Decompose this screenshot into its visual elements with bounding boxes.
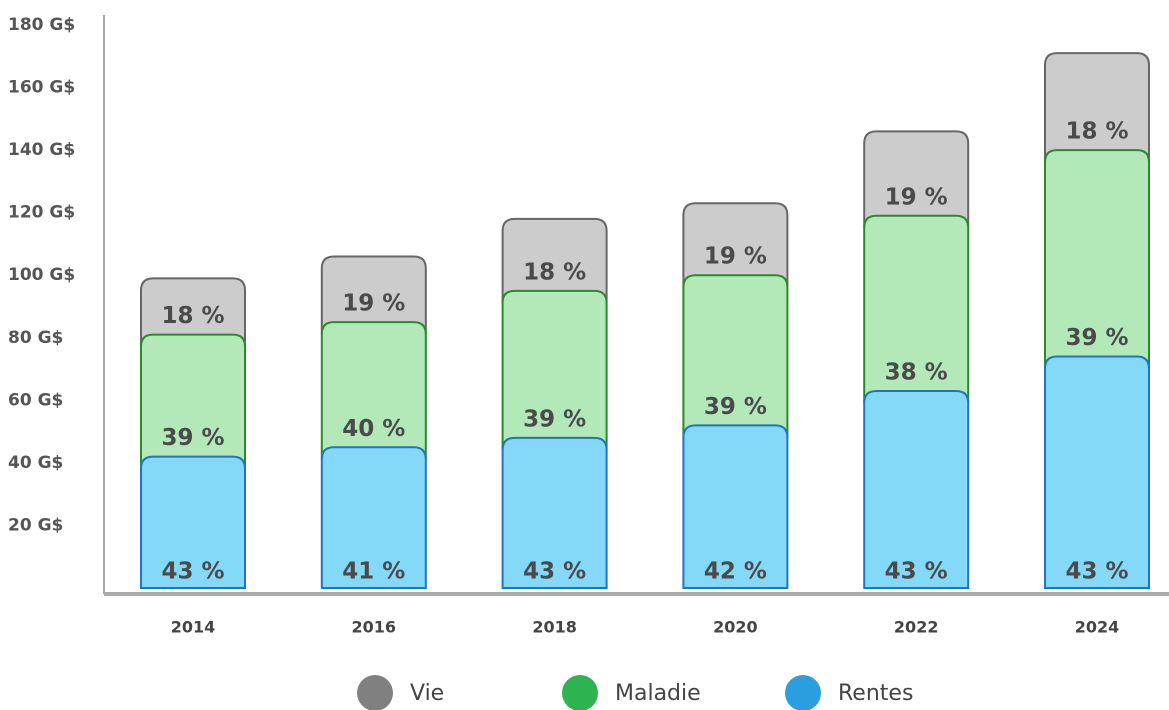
share-label: 43 % (885, 559, 948, 585)
bar-segment (501, 217, 608, 303)
share-label: 39 % (161, 425, 224, 451)
y-tick-label: 40 G$ (8, 453, 63, 473)
share-label: 38 % (885, 359, 948, 385)
bar-segment (140, 277, 246, 347)
legend-swatch (785, 675, 821, 710)
legend-label: Vie (410, 681, 444, 706)
bar-segment (501, 436, 608, 589)
legend-label: Rentes (838, 681, 913, 706)
y-tick-label: 120 G$ (8, 203, 75, 223)
share-label: 19 % (342, 291, 405, 317)
share-label: 39 % (704, 394, 767, 420)
bar-segment (320, 255, 427, 335)
bar-segment (140, 455, 246, 589)
share-label: 40 % (342, 416, 405, 442)
legend-label: Maladie (615, 681, 701, 706)
bar-segment (682, 424, 789, 589)
x-tick-label: 2016 (352, 618, 397, 637)
bar-segment (1044, 149, 1150, 369)
y-tick-label: 100 G$ (8, 265, 75, 285)
bar-segment (863, 130, 970, 228)
share-label: 18 % (1065, 119, 1128, 145)
share-label: 19 % (885, 184, 948, 210)
x-tick-label: 2022 (894, 618, 939, 637)
y-tick-label: 160 G$ (8, 78, 75, 98)
bar-segment (1044, 355, 1150, 589)
share-label: 43 % (523, 559, 586, 585)
bar-segment (682, 274, 789, 438)
bar-segment (320, 446, 427, 589)
x-tick-label: 2020 (713, 618, 758, 637)
share-label: 39 % (1065, 325, 1128, 351)
bar-segment (140, 333, 246, 469)
y-tick-label: 20 G$ (8, 515, 63, 535)
y-tick-label: 180 G$ (8, 15, 75, 35)
x-tick-label: 2024 (1075, 618, 1120, 637)
bar-segment (320, 321, 427, 460)
share-label: 18 % (523, 259, 586, 285)
share-label: 41 % (342, 559, 405, 585)
legend-swatch (562, 675, 598, 710)
x-tick-label: 2014 (171, 618, 216, 637)
share-label: 42 % (704, 559, 767, 585)
x-tick-label: 2018 (532, 618, 577, 637)
share-label: 18 % (161, 303, 224, 329)
y-tick-label: 60 G$ (8, 390, 63, 410)
y-tick-label: 140 G$ (8, 140, 75, 160)
y-tick-label: 80 G$ (8, 328, 63, 348)
share-label: 39 % (523, 406, 586, 432)
bar-segment (1044, 52, 1150, 163)
bar-segment (682, 202, 789, 288)
bar-segment (863, 389, 970, 589)
legend-swatch (357, 675, 393, 710)
share-label: 43 % (1065, 559, 1128, 585)
bar-segment (501, 289, 608, 450)
share-label: 43 % (161, 559, 224, 585)
bar-segment (863, 214, 970, 403)
share-label: 19 % (704, 244, 767, 270)
